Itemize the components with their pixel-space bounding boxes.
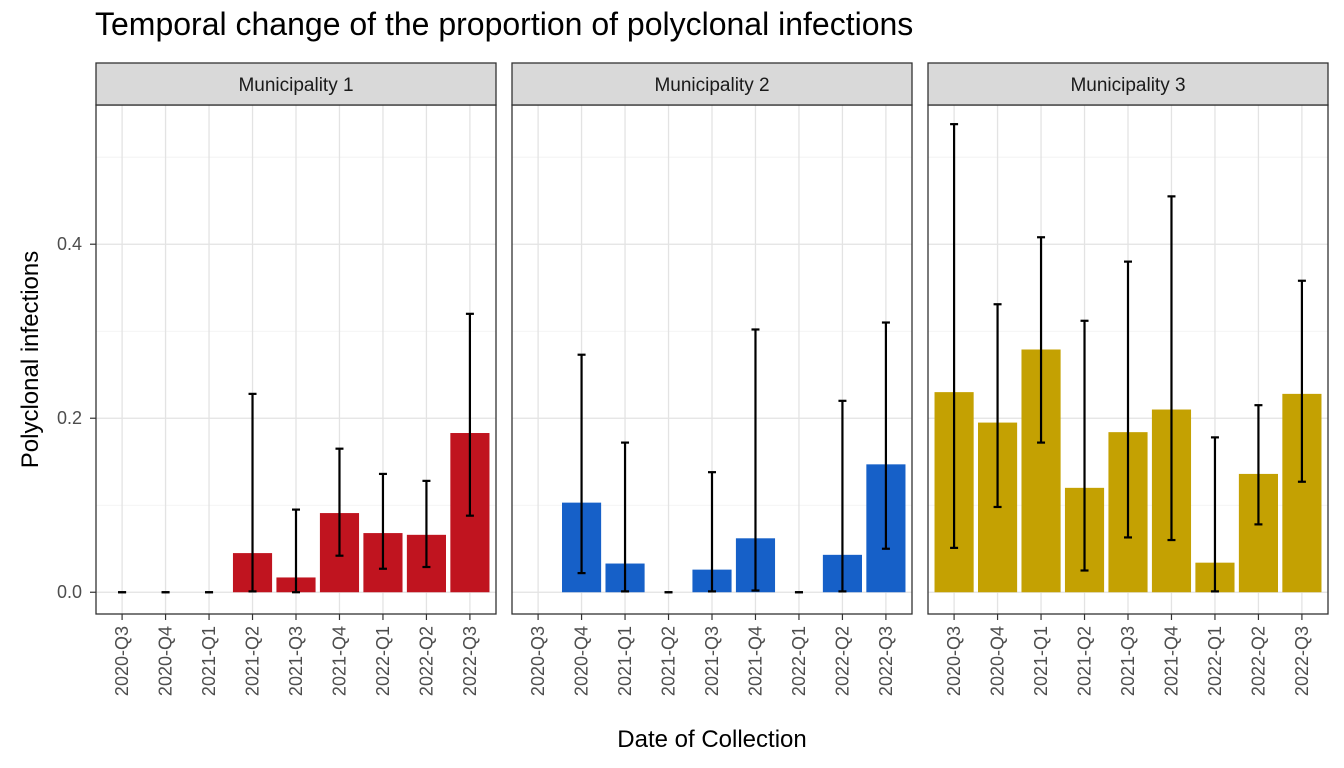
y-axis-title: Polyclonal infections (17, 251, 44, 468)
x-tick-label: 2022-Q3 (876, 626, 896, 696)
y-tick-label: 0.0 (57, 582, 82, 602)
x-tick-label: 2022-Q1 (1205, 626, 1225, 696)
error-bar (1297, 279, 1306, 483)
x-tick-label: 2021-Q3 (286, 626, 306, 696)
x-tick-label: 2020-Q3 (944, 626, 964, 696)
x-tick-label: 2021-Q4 (745, 626, 765, 696)
error-bar (577, 353, 586, 575)
x-tick-label: 2020-Q3 (112, 626, 132, 696)
error-bar (1124, 260, 1132, 539)
facet-panel: Municipality 3 2020-Q3 2020-Q4 2021-Q1 2021-… (927, 62, 1329, 696)
x-tick-label: 2021-Q2 (659, 626, 679, 696)
x-tick-label: 2021-Q1 (199, 626, 219, 696)
y-tick-label: 0.4 (57, 234, 82, 254)
facet-panel: Municipality 1 2020-Q3 2020-Q4 2021-Q1 2021-… (95, 62, 497, 696)
error-bar (1254, 404, 1263, 526)
facet-panel: Municipality 2 2020-Q3 2020-Q4 2021-Q1 2021-… (511, 62, 913, 696)
x-tick-label: 2021-Q2 (1075, 626, 1095, 696)
error-bar (1167, 195, 1176, 542)
error-bar (248, 392, 257, 593)
facet-strip (511, 62, 913, 106)
error-bar (621, 441, 630, 593)
x-tick-label: 2022-Q1 (789, 626, 809, 696)
error-bar (292, 508, 300, 594)
x-tick-label: 2020-Q4 (572, 626, 592, 696)
x-tick-label: 2022-Q2 (416, 626, 436, 696)
error-bar (1037, 236, 1046, 444)
x-tick-label: 2020-Q3 (528, 626, 548, 696)
x-tick-label: 2021-Q2 (243, 626, 263, 696)
error-bar (1210, 436, 1219, 593)
x-tick-label: 2021-Q4 (329, 626, 349, 696)
y-tick-label: 0.2 (57, 408, 82, 428)
facet-strip-label: Municipality 2 (654, 75, 769, 96)
x-tick-label: 2022-Q1 (373, 626, 393, 696)
x-tick-label: 2022-Q3 (460, 626, 480, 696)
error-bar (708, 471, 716, 593)
x-tick-label: 2020-Q4 (988, 626, 1008, 696)
error-bar (838, 399, 847, 593)
facet-strip (95, 62, 497, 106)
x-tick-label: 2021-Q3 (702, 626, 722, 696)
facet-strip (927, 62, 1329, 106)
x-tick-label: 2022-Q3 (1292, 626, 1312, 696)
error-bar (335, 447, 344, 557)
facet-strip-label: Municipality 1 (238, 75, 353, 96)
x-tick-label: 2021-Q1 (1031, 626, 1051, 696)
x-tick-label: 2022-Q2 (1248, 626, 1268, 696)
x-axis-title: Date of Collection (617, 726, 806, 753)
x-tick-label: 2021-Q4 (1161, 626, 1181, 696)
error-bar (465, 312, 474, 517)
chart-title: Temporal change of the proportion of pol… (95, 6, 914, 42)
x-tick-label: 2020-Q4 (156, 626, 176, 696)
error-bar (378, 472, 387, 570)
error-bar (422, 479, 431, 569)
facet-strip-label: Municipality 3 (1070, 75, 1185, 96)
error-bar (881, 321, 890, 550)
x-tick-label: 2021-Q3 (1118, 626, 1138, 696)
x-tick-label: 2021-Q1 (615, 626, 635, 696)
error-bar (1080, 319, 1089, 572)
error-bar (950, 123, 959, 549)
x-tick-label: 2022-Q2 (832, 626, 852, 696)
error-bar (751, 328, 760, 592)
error-bar (993, 303, 1002, 509)
